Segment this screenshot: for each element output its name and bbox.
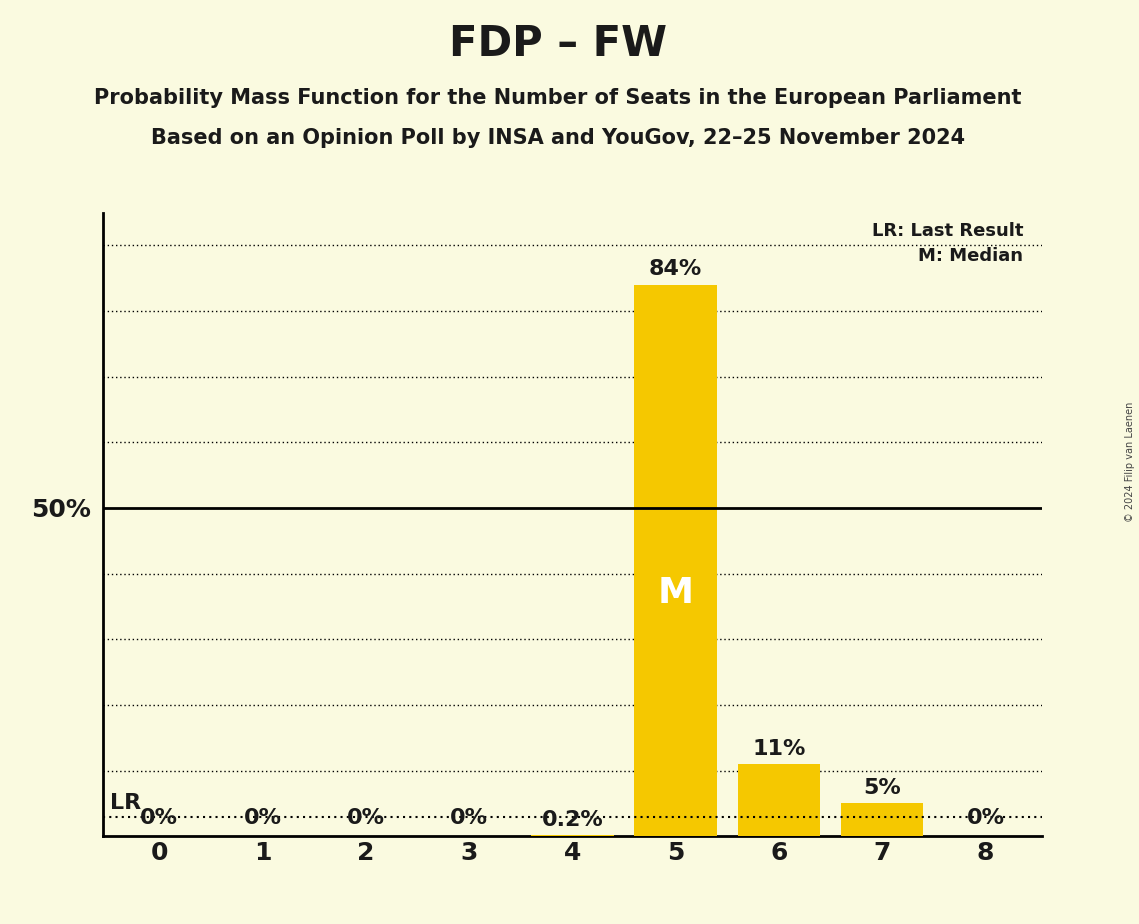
- Text: FDP – FW: FDP – FW: [449, 23, 667, 65]
- Text: LR: Last Result: LR: Last Result: [871, 222, 1023, 240]
- Bar: [738, 764, 820, 836]
- Text: © 2024 Filip van Laenen: © 2024 Filip van Laenen: [1125, 402, 1134, 522]
- Bar: [531, 835, 614, 836]
- Text: M: M: [657, 577, 694, 611]
- Text: 0.2%: 0.2%: [541, 809, 604, 830]
- Text: Probability Mass Function for the Number of Seats in the European Parliament: Probability Mass Function for the Number…: [95, 88, 1022, 108]
- Text: 0%: 0%: [966, 808, 1005, 828]
- Text: 5%: 5%: [863, 778, 901, 798]
- Text: 0%: 0%: [244, 808, 281, 828]
- Text: 84%: 84%: [649, 260, 703, 279]
- Text: 0%: 0%: [347, 808, 385, 828]
- Bar: [841, 803, 924, 836]
- Text: 0%: 0%: [450, 808, 489, 828]
- Bar: [634, 285, 716, 836]
- Text: 11%: 11%: [752, 739, 805, 759]
- Text: 0%: 0%: [140, 808, 179, 828]
- Text: Based on an Opinion Poll by INSA and YouGov, 22–25 November 2024: Based on an Opinion Poll by INSA and You…: [151, 128, 965, 148]
- Text: LR: LR: [109, 793, 141, 813]
- Text: M: Median: M: Median: [918, 247, 1023, 265]
